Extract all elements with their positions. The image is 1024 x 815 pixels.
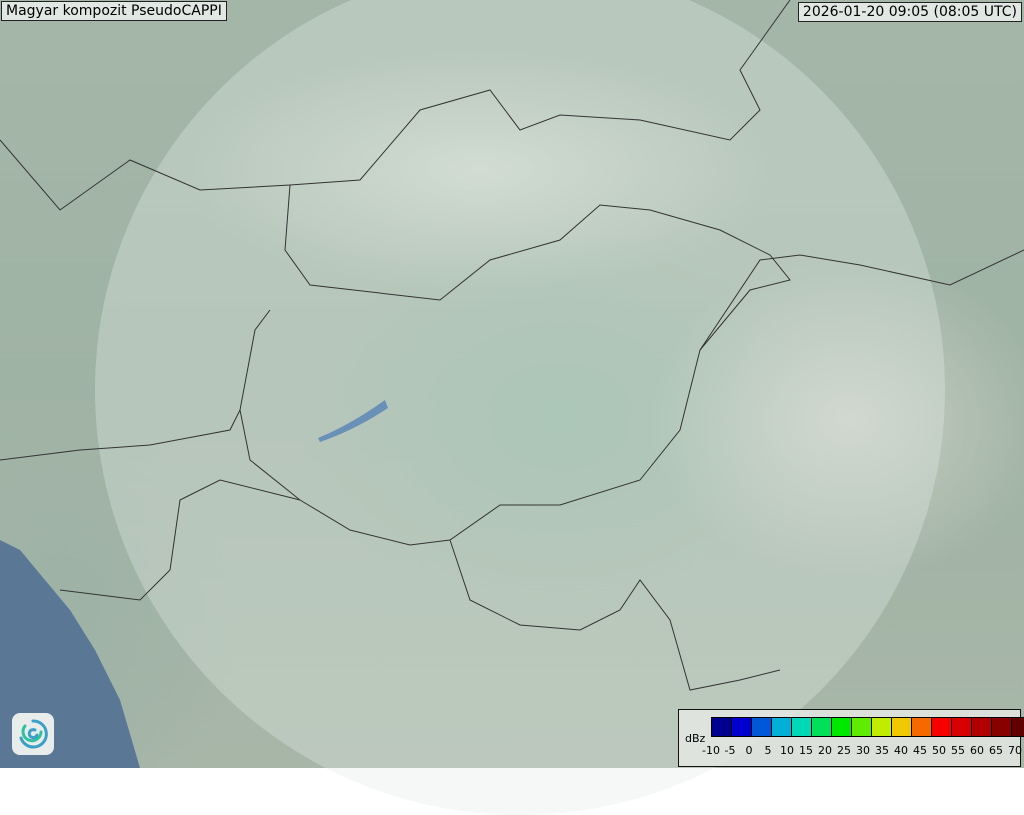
color-cell xyxy=(992,718,1012,736)
dbz-legend: dBz -10 -5 0 5 10 15 20 25 30 35 40 45 50 55 60 65 70 xyxy=(678,709,1024,767)
legend-tick: -5 xyxy=(724,744,736,757)
swirl-logo-icon xyxy=(12,713,54,755)
radar-coverage-area xyxy=(95,0,945,815)
legend-tick: 0 xyxy=(745,744,753,757)
legend-tick: 25 xyxy=(837,744,851,757)
legend-tick: 45 xyxy=(913,744,927,757)
lake-balaton xyxy=(318,400,388,442)
color-cell xyxy=(952,718,972,736)
color-cell xyxy=(892,718,912,736)
legend-tick: 40 xyxy=(894,744,908,757)
legend-tick: 20 xyxy=(818,744,832,757)
legend-tick: 30 xyxy=(856,744,870,757)
color-cell xyxy=(932,718,952,736)
color-cell xyxy=(792,718,812,736)
legend-tick: 35 xyxy=(875,744,889,757)
legend-tick: 60 xyxy=(970,744,984,757)
product-title: Magyar kompozit PseudoCAPPI xyxy=(1,1,227,21)
legend-tick: 5 xyxy=(764,744,772,757)
country-borders xyxy=(0,0,1024,691)
color-cell xyxy=(972,718,992,736)
color-cell xyxy=(712,718,732,736)
legend-tick: 10 xyxy=(780,744,794,757)
color-cell xyxy=(752,718,772,736)
legend-tick: 65 xyxy=(989,744,1003,757)
legend-tick: -10 xyxy=(702,744,720,757)
timestamp: 2026-01-20 09:05 (08:05 UTC) xyxy=(797,2,1022,22)
color-bar xyxy=(711,717,1024,737)
legend-tick: 15 xyxy=(799,744,813,757)
color-cell xyxy=(732,718,752,736)
color-cell xyxy=(1012,718,1024,736)
legend-tick: 50 xyxy=(932,744,946,757)
color-cell xyxy=(772,718,792,736)
color-cell xyxy=(832,718,852,736)
legend-unit: dBz xyxy=(685,732,706,745)
color-cell xyxy=(812,718,832,736)
legend-tick: 70 xyxy=(1008,744,1022,757)
color-cell xyxy=(852,718,872,736)
color-cell xyxy=(872,718,892,736)
adriatic-sea xyxy=(0,540,140,768)
color-cell xyxy=(912,718,932,736)
legend-tick: 55 xyxy=(951,744,965,757)
